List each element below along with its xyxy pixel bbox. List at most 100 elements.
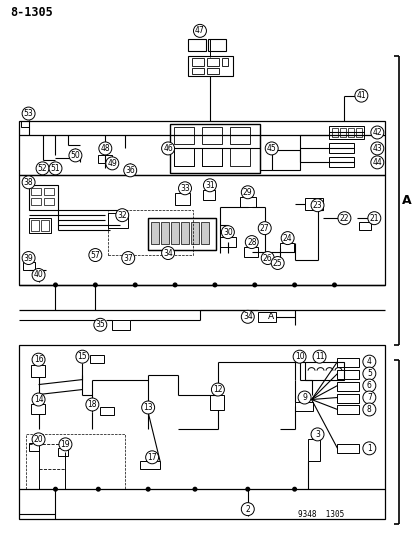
Bar — [19, 120, 385, 175]
Bar — [239, 197, 255, 207]
Circle shape — [32, 269, 45, 281]
Circle shape — [241, 503, 254, 515]
Circle shape — [94, 318, 107, 332]
Bar — [229, 148, 249, 166]
Circle shape — [22, 107, 35, 120]
Circle shape — [362, 391, 375, 404]
Text: 5: 5 — [366, 369, 371, 378]
Circle shape — [116, 209, 128, 222]
Text: 27: 27 — [259, 224, 269, 232]
Bar — [31, 188, 40, 195]
Bar — [206, 68, 218, 74]
Circle shape — [178, 182, 191, 195]
Circle shape — [49, 162, 62, 175]
Text: 34: 34 — [242, 312, 252, 321]
Circle shape — [85, 398, 99, 411]
Circle shape — [36, 162, 49, 175]
Circle shape — [141, 401, 154, 414]
Text: 9: 9 — [301, 393, 306, 402]
Bar — [200, 222, 209, 244]
Text: 39: 39 — [24, 254, 33, 263]
Bar — [108, 210, 192, 255]
Bar — [339, 127, 346, 138]
Text: 48: 48 — [100, 144, 110, 153]
Text: 47: 47 — [195, 26, 204, 35]
Bar — [304, 198, 322, 210]
Text: 34: 34 — [163, 248, 173, 257]
Bar — [31, 198, 40, 205]
Text: 22: 22 — [339, 214, 348, 223]
Bar — [202, 148, 221, 166]
Bar — [294, 401, 312, 411]
Circle shape — [145, 451, 158, 464]
Circle shape — [241, 186, 254, 199]
Text: 9348  1305: 9348 1305 — [297, 510, 343, 519]
Text: 14: 14 — [34, 395, 43, 404]
Bar — [100, 408, 114, 415]
Text: 16: 16 — [34, 355, 43, 364]
Text: 4: 4 — [366, 357, 371, 366]
Circle shape — [271, 256, 283, 270]
Bar — [202, 190, 214, 200]
Bar — [40, 220, 48, 231]
Text: 30: 30 — [223, 228, 232, 237]
Bar — [23, 262, 35, 270]
Bar — [28, 185, 58, 210]
Bar — [192, 68, 204, 74]
Circle shape — [121, 252, 134, 264]
Circle shape — [362, 403, 375, 416]
Bar — [180, 222, 189, 244]
Bar — [90, 354, 104, 362]
Circle shape — [32, 433, 45, 446]
Circle shape — [54, 283, 57, 287]
Text: 8: 8 — [366, 405, 371, 414]
Text: 49: 49 — [107, 159, 117, 168]
Text: 52: 52 — [38, 164, 47, 173]
Circle shape — [367, 212, 380, 224]
Circle shape — [292, 350, 305, 363]
Bar — [28, 443, 38, 451]
Bar — [171, 222, 178, 244]
Text: 8-1305: 8-1305 — [11, 6, 53, 19]
Text: 12: 12 — [213, 385, 222, 394]
Bar — [348, 127, 354, 138]
Circle shape — [221, 225, 234, 239]
Circle shape — [161, 247, 174, 260]
Text: 44: 44 — [372, 158, 381, 167]
Bar — [108, 213, 128, 228]
Circle shape — [69, 149, 82, 162]
Circle shape — [252, 283, 256, 287]
Circle shape — [32, 353, 45, 366]
Text: 24: 24 — [282, 233, 292, 243]
Bar — [19, 345, 385, 519]
Bar — [190, 222, 199, 244]
Circle shape — [370, 126, 383, 139]
Circle shape — [292, 283, 296, 287]
Bar — [219, 237, 235, 247]
Bar — [243, 247, 257, 257]
Circle shape — [370, 142, 383, 155]
Bar — [58, 448, 68, 456]
Bar — [337, 369, 358, 378]
Text: 41: 41 — [356, 91, 366, 100]
Bar — [175, 193, 190, 205]
Circle shape — [332, 283, 335, 287]
Text: A: A — [401, 193, 411, 207]
Bar — [229, 126, 249, 144]
Text: 18: 18 — [88, 400, 97, 409]
Circle shape — [261, 252, 273, 264]
Text: 3: 3 — [314, 430, 319, 439]
Text: 37: 37 — [123, 254, 133, 263]
Circle shape — [241, 310, 254, 324]
Text: 11: 11 — [314, 352, 323, 361]
Bar — [332, 127, 338, 138]
Text: 20: 20 — [34, 435, 43, 444]
Circle shape — [337, 212, 350, 224]
Circle shape — [203, 179, 216, 192]
Circle shape — [258, 222, 271, 235]
Bar — [307, 439, 319, 461]
Bar — [151, 222, 159, 244]
Text: 21: 21 — [369, 214, 378, 223]
Text: 7: 7 — [366, 393, 371, 402]
Bar — [358, 222, 370, 230]
